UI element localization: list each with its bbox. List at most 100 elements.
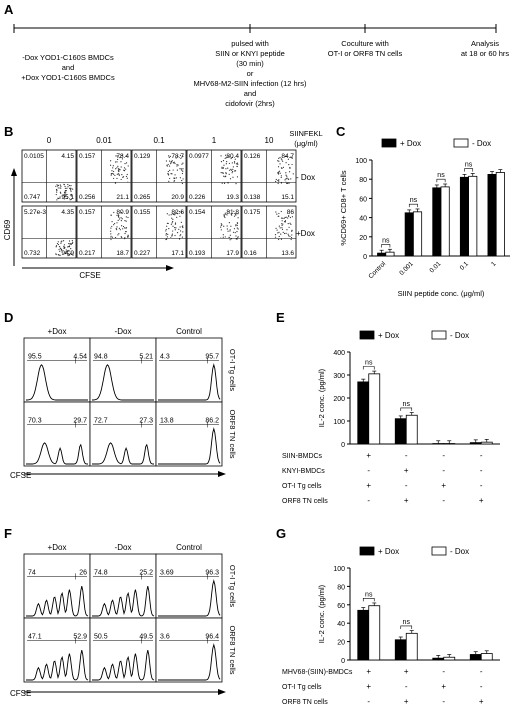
dot <box>277 173 280 175</box>
cfse-label: CFSE <box>10 689 31 698</box>
x-tick-label: 1 <box>490 260 498 268</box>
dot <box>166 236 168 238</box>
dot <box>68 245 71 247</box>
dot <box>56 199 58 201</box>
dot <box>181 169 183 171</box>
dot <box>127 235 129 238</box>
condition-sign: - <box>405 451 408 460</box>
dot <box>225 213 227 215</box>
dot <box>171 160 173 162</box>
dot <box>286 175 288 177</box>
dot <box>109 160 112 162</box>
dot <box>166 165 168 167</box>
ns-bracket <box>408 203 418 208</box>
bar <box>377 252 387 257</box>
legend-label: - Dox <box>472 139 491 148</box>
dot <box>110 233 112 235</box>
dot <box>120 236 122 238</box>
dot <box>58 246 61 248</box>
condition-sign: - <box>367 496 370 505</box>
dot <box>285 232 287 234</box>
condition-sign: + <box>366 451 371 460</box>
cfse-arrow <box>218 689 226 695</box>
histogram-curve <box>26 586 89 617</box>
pct-right: 25.2 <box>139 569 153 576</box>
quad-ul: 0.157 <box>79 153 96 160</box>
dot <box>291 216 294 218</box>
ns-bracket <box>381 244 391 248</box>
dot <box>220 226 222 228</box>
dot <box>237 236 239 238</box>
dot <box>179 226 181 228</box>
pct-right: 95.7 <box>205 353 219 360</box>
quad-ur: 78.4 <box>116 153 129 160</box>
dot <box>116 167 118 169</box>
dot <box>233 161 236 163</box>
dot-plot-box <box>131 205 187 259</box>
panel-letter-b: B <box>4 124 13 139</box>
pct-right: 52.9 <box>73 633 87 640</box>
dot <box>290 238 292 241</box>
bar <box>368 373 381 445</box>
dot <box>182 225 184 227</box>
histogram-curve <box>92 442 154 465</box>
dot <box>70 184 72 187</box>
dot <box>69 243 71 245</box>
panel-letter-f: F <box>4 526 12 541</box>
legend-swatch <box>431 546 447 556</box>
histogram-box <box>155 401 223 467</box>
dot <box>125 231 127 233</box>
bar <box>385 251 395 257</box>
dot <box>127 165 129 167</box>
dot <box>112 177 115 180</box>
dot <box>281 167 283 169</box>
pct-left: 50.5 <box>94 633 108 640</box>
step-line: cidofovir (2hrs) <box>225 99 275 108</box>
dot <box>114 182 117 184</box>
dot-plot-box <box>131 149 187 203</box>
panel-letter-c: C <box>336 124 346 139</box>
dot <box>282 223 284 225</box>
y-axis-label: IL-2 conc. (pg/ml) <box>317 368 326 427</box>
dot <box>237 213 239 215</box>
dot <box>55 253 57 255</box>
pct-left: 13.8 <box>160 417 174 424</box>
dot <box>113 224 115 226</box>
dot <box>228 222 230 224</box>
dot <box>114 174 116 177</box>
dot <box>290 236 293 239</box>
dot <box>181 182 184 185</box>
dot <box>111 236 113 238</box>
dot <box>232 231 235 233</box>
dot <box>280 158 282 160</box>
condition-sign: + <box>366 481 371 490</box>
bar <box>480 441 493 445</box>
col-label: +Dox <box>48 543 67 552</box>
bar <box>459 176 470 257</box>
dot <box>59 254 61 256</box>
dot <box>223 214 225 216</box>
dot <box>116 161 118 163</box>
pct-right: 5.21 <box>139 353 153 360</box>
dot <box>230 169 233 171</box>
histogram-curve <box>158 643 221 681</box>
dot <box>236 165 238 168</box>
dot <box>72 254 74 256</box>
step-line: pulsed with <box>231 39 269 48</box>
dot <box>118 233 120 235</box>
dot <box>169 160 171 162</box>
dot <box>110 174 112 176</box>
dot <box>226 228 228 230</box>
cfse-label: CFSE <box>79 271 100 280</box>
dot <box>57 197 59 199</box>
col-label: Control <box>176 543 202 552</box>
quad-ur: 4.15 <box>61 153 74 160</box>
dot <box>171 217 173 219</box>
dot <box>120 220 122 222</box>
dot <box>120 178 122 181</box>
dot <box>65 192 67 194</box>
dot <box>113 211 115 214</box>
condition-label: OT-I Tg cells <box>282 684 322 691</box>
dot <box>125 168 127 170</box>
